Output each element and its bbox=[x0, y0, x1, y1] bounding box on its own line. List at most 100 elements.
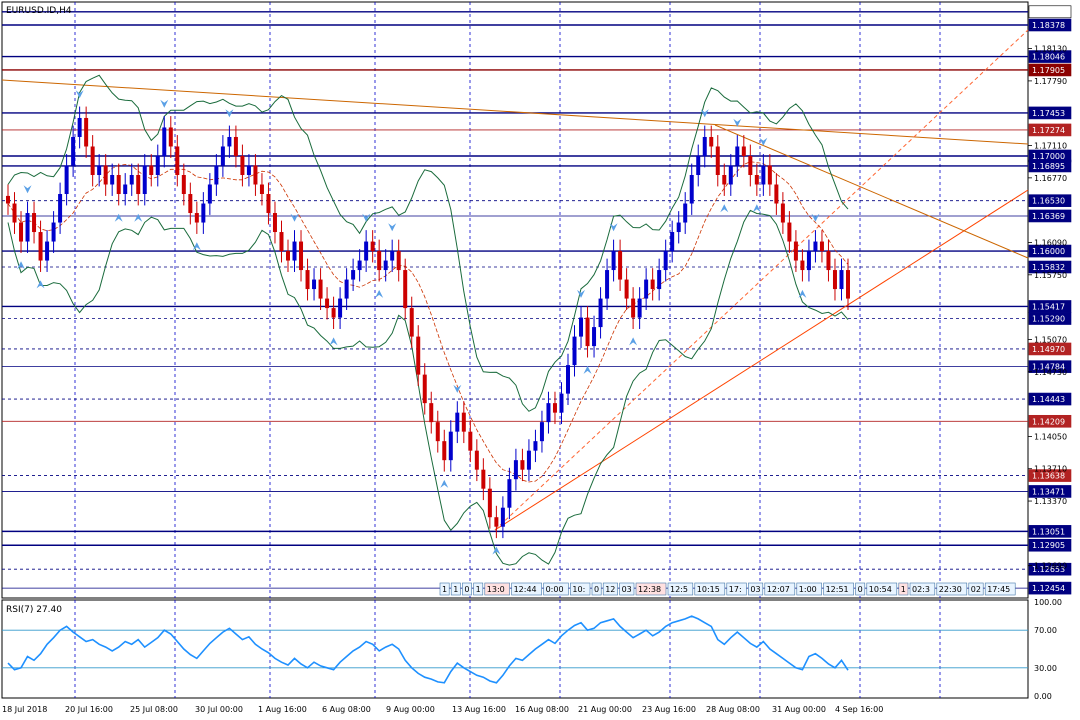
price-tick-4: 1.16090 bbox=[1034, 238, 1067, 247]
candle-body-7 bbox=[51, 222, 56, 242]
candle-body-95 bbox=[624, 279, 629, 299]
level-box-22 bbox=[1028, 562, 1072, 576]
candle-body-16 bbox=[110, 175, 115, 185]
strip-box-25 bbox=[984, 582, 1016, 596]
price-tick-1: 1.17790 bbox=[1034, 77, 1067, 86]
candle-body-128 bbox=[839, 270, 844, 290]
time-label-2: 25 Jul 08:00 bbox=[130, 705, 178, 714]
candle-body-77 bbox=[507, 479, 512, 508]
candle-body-4 bbox=[32, 213, 37, 233]
candle-body-44 bbox=[292, 241, 297, 261]
strip-box-17 bbox=[796, 582, 822, 596]
candle-body-122 bbox=[800, 260, 805, 271]
level-box-10 bbox=[1028, 244, 1072, 258]
candle-body-59 bbox=[390, 251, 395, 261]
fractal-arrow-6 bbox=[160, 99, 169, 108]
time-label-0: 18 Jul 2018 bbox=[2, 705, 47, 714]
candle-body-15 bbox=[103, 165, 108, 185]
candle-body-28 bbox=[188, 194, 193, 214]
strip-box-9 bbox=[602, 582, 618, 596]
strip-box-16 bbox=[764, 582, 796, 596]
candle-body-114 bbox=[748, 155, 753, 176]
candle-body-90 bbox=[592, 327, 597, 347]
strip-label-7: 10: bbox=[572, 585, 585, 594]
level-label-17: 1.14209 bbox=[1032, 417, 1065, 426]
candle-body-72 bbox=[474, 450, 479, 470]
candle-body-117 bbox=[767, 165, 772, 185]
time-label-7: 13 Aug 16:00 bbox=[452, 705, 506, 714]
candle-body-81 bbox=[533, 441, 538, 451]
candle-body-29 bbox=[194, 213, 199, 223]
fractal-arrow-22 bbox=[720, 204, 729, 213]
bb-middle bbox=[7, 161, 849, 483]
level-label-13: 1.15290 bbox=[1032, 315, 1065, 324]
strip-label-1: 1 bbox=[453, 585, 458, 594]
horizontal-levels: 1.18517 1.18378 1.18046 1.17905 1.17453 1.172… bbox=[2, 5, 1072, 595]
fractal-arrow-19 bbox=[609, 223, 618, 232]
candle-body-125 bbox=[819, 241, 824, 252]
strip-label-3: 1 bbox=[476, 585, 481, 594]
candle-body-46 bbox=[305, 270, 310, 290]
candle-body-39 bbox=[259, 184, 264, 195]
candle-body-0 bbox=[6, 195, 10, 204]
candle-body-89 bbox=[585, 317, 590, 347]
fractal-arrow-12 bbox=[375, 289, 384, 298]
level-box-7 bbox=[1028, 159, 1072, 173]
candle-body-106 bbox=[696, 155, 701, 176]
level-box-21 bbox=[1028, 538, 1072, 552]
candle-body-69 bbox=[455, 412, 460, 432]
level-box-8 bbox=[1028, 194, 1072, 207]
candle-body-37 bbox=[246, 165, 251, 176]
strip-label-13: 10:15 bbox=[697, 585, 720, 594]
candle-body-97 bbox=[637, 298, 642, 318]
fractal-arrow-7 bbox=[192, 242, 201, 251]
time-label-6: 9 Aug 00:00 bbox=[386, 705, 435, 714]
strip-label-21: 1 bbox=[901, 585, 906, 594]
candle-body-43 bbox=[286, 251, 290, 261]
candle-body-99 bbox=[650, 279, 655, 290]
level-label-16: 1.14443 bbox=[1032, 395, 1065, 404]
level-label-6: 1.17000 bbox=[1032, 152, 1065, 161]
candle-body-66 bbox=[435, 422, 440, 442]
strip-box-13 bbox=[694, 582, 726, 596]
candle-body-65 bbox=[429, 403, 434, 423]
time-label-9: 21 Aug 00:00 bbox=[578, 705, 632, 714]
candle-body-41 bbox=[272, 213, 277, 233]
strip-box-20 bbox=[866, 582, 898, 596]
level-label-11: 1.15832 bbox=[1032, 263, 1065, 272]
candle-body-110 bbox=[722, 175, 727, 185]
fractal-arrow-0 bbox=[17, 261, 26, 270]
candle-body-49 bbox=[325, 298, 330, 309]
candle-body-75 bbox=[494, 517, 499, 527]
candle-body-96 bbox=[631, 298, 636, 318]
level-box-11 bbox=[1028, 260, 1072, 274]
candle-body-91 bbox=[598, 298, 603, 328]
price-tick-6: 1.15070 bbox=[1034, 335, 1067, 344]
fractal-arrow-11 bbox=[362, 213, 371, 222]
price-axis: 1.18130 1.17790 1.17110 1.16770 1.16090 1.157… bbox=[1028, 45, 1067, 571]
candle-body-62 bbox=[409, 308, 414, 337]
candle-body-84 bbox=[552, 403, 557, 413]
strip-label-6: 0:00 bbox=[546, 585, 564, 594]
strip-box-7 bbox=[570, 582, 591, 596]
candle-body-82 bbox=[539, 422, 544, 442]
level-box-3 bbox=[1028, 63, 1072, 77]
candle-body-8 bbox=[58, 194, 63, 223]
strip-box-11 bbox=[635, 582, 667, 596]
candle-body-68 bbox=[448, 431, 453, 461]
fractal-arrow-8 bbox=[225, 109, 234, 118]
level-label-1: 1.18378 bbox=[1032, 21, 1065, 30]
level-label-15: 1.14784 bbox=[1032, 363, 1065, 372]
trendlines bbox=[1, 29, 1029, 531]
strip-box-2 bbox=[462, 582, 472, 596]
candle-body-50 bbox=[331, 308, 336, 318]
candle-body-23 bbox=[155, 155, 160, 176]
candle-body-104 bbox=[683, 203, 688, 223]
strip-label-25: 17:45 bbox=[987, 585, 1010, 594]
trendline-descending bbox=[714, 124, 1029, 259]
bb-upper bbox=[7, 74, 849, 412]
candle-body-85 bbox=[559, 393, 564, 413]
time-label-1: 20 Jul 16:00 bbox=[65, 705, 113, 714]
strip-label-16: 12:07 bbox=[767, 585, 790, 594]
candle-body-63 bbox=[416, 336, 421, 375]
